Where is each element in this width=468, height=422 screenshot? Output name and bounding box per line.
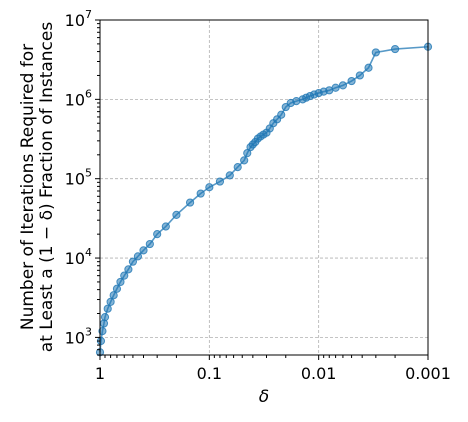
data-point <box>196 189 205 198</box>
data-point <box>145 239 154 249</box>
series-layer <box>95 42 433 357</box>
data-point <box>233 163 242 172</box>
data-point <box>161 222 170 231</box>
grid-layer <box>100 20 428 355</box>
data-point <box>112 284 122 293</box>
y-axis-label-line1: Number of Iterations Required for <box>18 44 38 330</box>
data-point <box>240 156 249 165</box>
y-tick-label: 107 <box>65 8 92 30</box>
data-point <box>205 183 214 192</box>
data-point <box>106 297 115 307</box>
data-point <box>338 81 348 90</box>
x-tick-label: 0.01 <box>301 364 337 383</box>
data-point <box>364 63 373 72</box>
y-tick-label: 106 <box>65 87 92 109</box>
data-point <box>390 44 400 54</box>
data-point <box>331 83 340 92</box>
x-axis-label: δ <box>259 387 269 407</box>
data-point <box>128 257 138 266</box>
data-point <box>355 71 364 80</box>
data-point <box>347 76 356 86</box>
x-tick-label: 0.001 <box>405 364 451 383</box>
data-point <box>153 230 162 239</box>
data-point <box>172 210 181 219</box>
data-point <box>116 277 125 287</box>
data-point <box>215 177 225 186</box>
data-point <box>139 246 148 255</box>
x-tick-label: 1 <box>95 364 105 383</box>
data-point <box>124 265 133 274</box>
data-point <box>185 198 195 207</box>
x-tick-label: 0.1 <box>197 364 222 383</box>
data-point <box>120 271 129 280</box>
y-tick-label: 104 <box>65 246 92 268</box>
y-tick-label: 103 <box>65 325 92 347</box>
series-line <box>99 45 429 353</box>
data-point <box>371 48 380 57</box>
ticks-layer: 1 0.1 0.01 0.001 103 104 105 106 107 <box>65 8 451 383</box>
y-axis-label-line2: at Least a (1 − δ) Fraction of Instances <box>37 22 57 353</box>
data-point <box>103 304 112 313</box>
plot-frame <box>99 19 429 356</box>
data-point <box>277 110 286 119</box>
data-point <box>98 327 107 336</box>
data-point <box>225 171 234 180</box>
data-point <box>133 252 143 261</box>
y-tick-label: 105 <box>65 167 92 189</box>
data-point <box>100 313 110 322</box>
data-point <box>109 291 118 300</box>
